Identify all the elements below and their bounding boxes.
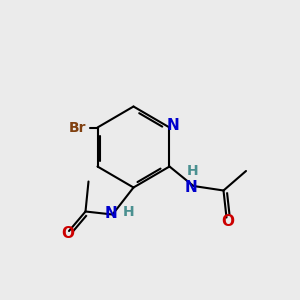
Text: N: N <box>105 206 117 220</box>
Text: N: N <box>185 180 197 195</box>
Text: O: O <box>221 214 235 230</box>
Text: H: H <box>122 205 134 218</box>
Text: H: H <box>187 164 199 178</box>
Text: Br: Br <box>69 121 87 134</box>
Text: N: N <box>167 118 179 134</box>
Text: O: O <box>61 226 74 242</box>
